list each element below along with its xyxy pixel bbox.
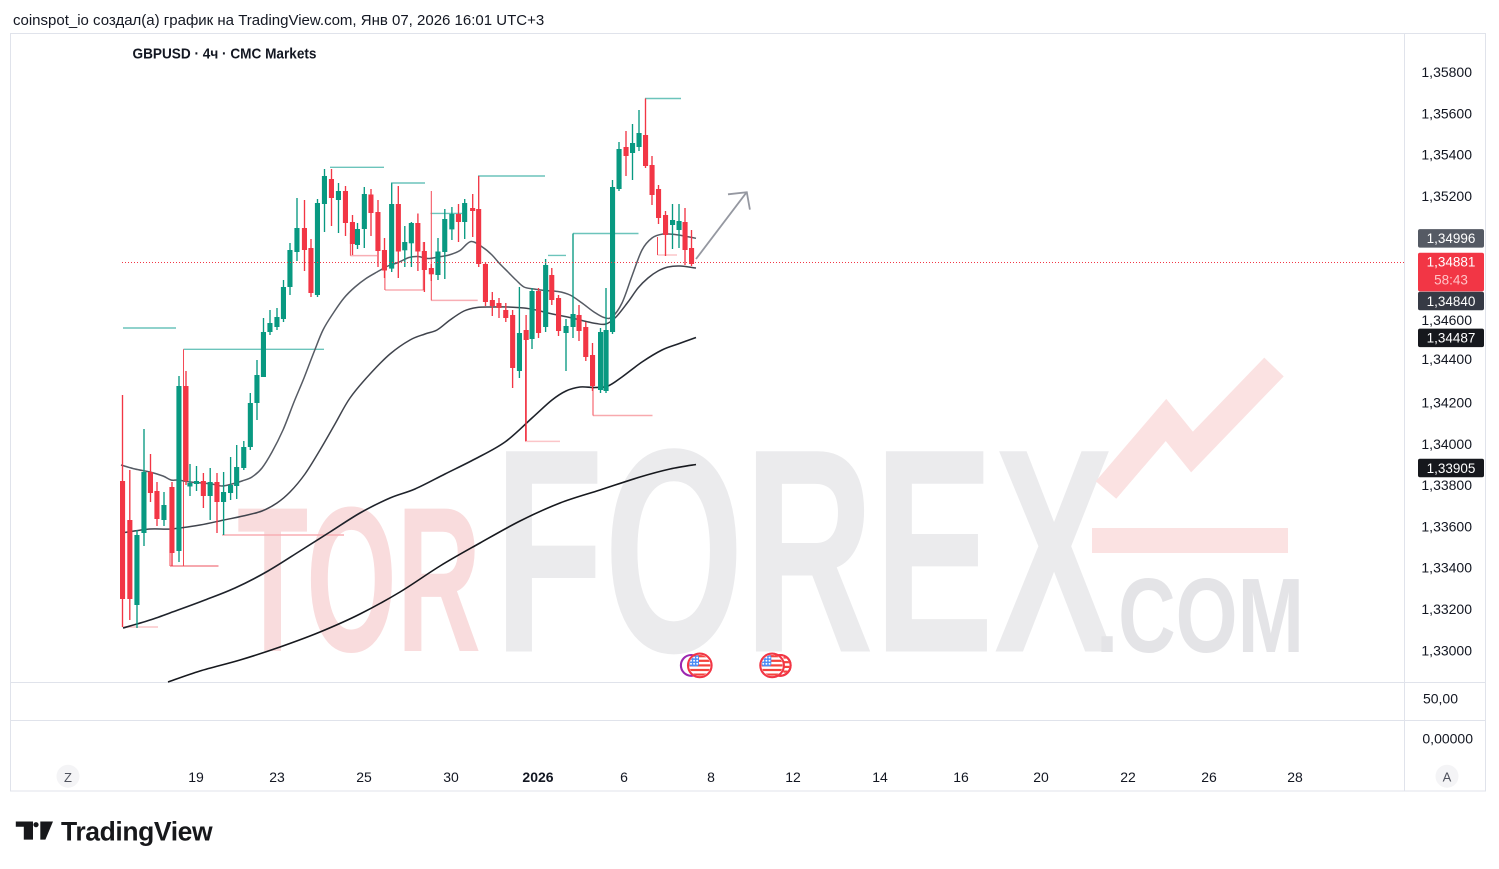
svg-text:A: A: [1443, 770, 1452, 785]
svg-text:1,34600: 1,34600: [1421, 312, 1472, 328]
svg-text:1,35200: 1,35200: [1421, 188, 1472, 204]
svg-text:25: 25: [356, 769, 372, 785]
svg-text:1,33000: 1,33000: [1421, 642, 1472, 658]
svg-text:Z: Z: [64, 770, 72, 785]
svg-text:1,33200: 1,33200: [1421, 601, 1472, 617]
svg-text:26: 26: [1201, 769, 1217, 785]
svg-text:FOREX: FOREX: [494, 389, 1115, 714]
svg-text:1,35400: 1,35400: [1421, 147, 1472, 163]
svg-text:TradingView: TradingView: [61, 817, 213, 847]
svg-text:coinspot_io создал(а) график н: coinspot_io создал(а) график на TradingV…: [13, 12, 544, 29]
svg-text:23: 23: [269, 769, 285, 785]
svg-text:1,34996: 1,34996: [1427, 231, 1476, 246]
svg-text:GBPUSD · 4ч · CMC Markets: GBPUSD · 4ч · CMC Markets: [133, 46, 317, 63]
svg-text:28: 28: [1287, 769, 1303, 785]
svg-text:1,34487: 1,34487: [1427, 331, 1476, 346]
svg-text:1,34000: 1,34000: [1421, 436, 1472, 452]
svg-text:1,35600: 1,35600: [1421, 105, 1472, 121]
svg-text:1,34400: 1,34400: [1421, 351, 1472, 367]
svg-text:1,33400: 1,33400: [1421, 560, 1472, 576]
svg-text:1,33800: 1,33800: [1421, 477, 1472, 493]
svg-text:50,00: 50,00: [1423, 691, 1458, 707]
svg-text:1,34881: 1,34881: [1427, 255, 1476, 270]
svg-text:16: 16: [953, 769, 969, 785]
svg-text:1,34840: 1,34840: [1427, 294, 1476, 309]
svg-text:0,00000: 0,00000: [1422, 731, 1473, 747]
svg-text:20: 20: [1033, 769, 1049, 785]
svg-text:14: 14: [872, 769, 888, 785]
svg-text:8: 8: [707, 769, 715, 785]
svg-text:.COM: .COM: [1096, 557, 1304, 675]
svg-text:22: 22: [1120, 769, 1136, 785]
svg-text:1,34200: 1,34200: [1421, 395, 1472, 411]
svg-text:1,33905: 1,33905: [1427, 461, 1476, 476]
svg-text:6: 6: [620, 769, 628, 785]
svg-text:TOR: TOR: [237, 464, 481, 695]
svg-text:1,33600: 1,33600: [1421, 518, 1472, 534]
svg-text:58:43: 58:43: [1434, 273, 1468, 288]
svg-text:1,35800: 1,35800: [1421, 64, 1472, 80]
svg-text:12: 12: [785, 769, 801, 785]
svg-text:2026: 2026: [522, 769, 553, 785]
svg-text:19: 19: [188, 769, 204, 785]
svg-text:30: 30: [443, 769, 459, 785]
